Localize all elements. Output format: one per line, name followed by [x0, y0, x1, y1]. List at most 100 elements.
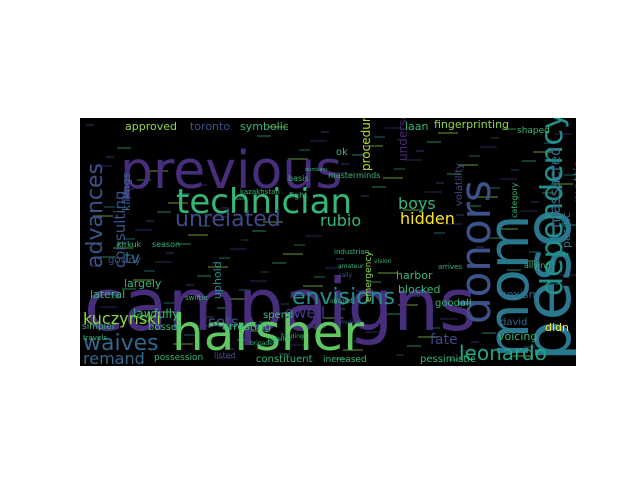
filler-mark	[529, 251, 540, 253]
filler-mark	[376, 322, 384, 324]
filler-mark	[518, 260, 538, 262]
cloud-word: previous	[120, 141, 342, 201]
filler-mark	[115, 197, 132, 199]
cloud-word: killings	[120, 172, 133, 211]
filler-mark	[100, 306, 117, 308]
cloud-word: tv	[125, 249, 140, 267]
filler-mark	[126, 188, 134, 190]
filler-mark	[522, 160, 536, 162]
cloud-word: emergency	[364, 251, 374, 302]
filler-mark	[164, 302, 175, 304]
cloud-word: pipeline	[268, 336, 292, 343]
filler-mark	[564, 174, 575, 176]
cloud-word: kuczynski	[83, 309, 161, 328]
filler-mark	[334, 308, 345, 310]
filler-mark	[248, 330, 268, 332]
cloud-word: allying	[524, 261, 550, 270]
filler-mark	[188, 234, 208, 236]
filler-mark	[425, 191, 442, 193]
filler-mark	[186, 284, 194, 286]
cloud-word: peso	[512, 209, 576, 362]
cloud-word: obliged	[330, 298, 352, 305]
filler-mark	[157, 211, 171, 213]
cloud-word: amateur	[338, 263, 364, 270]
cloud-word: leonardo	[459, 341, 547, 365]
filler-mark	[292, 294, 306, 296]
filler-mark	[281, 303, 289, 305]
filler-mark	[387, 313, 401, 315]
cloud-word: hidden	[400, 209, 455, 228]
filler-mark	[219, 257, 230, 259]
filler-mark	[93, 215, 113, 217]
cloud-word: procedure	[359, 118, 373, 171]
filler-mark	[184, 334, 195, 336]
cloud-word: uphold	[211, 261, 224, 299]
filler-mark	[290, 344, 307, 346]
filler-mark	[239, 289, 250, 291]
filler-mark	[206, 316, 214, 318]
cloud-word: category	[510, 182, 519, 218]
cloud-word: kazakhstan	[240, 188, 280, 196]
filler-mark	[270, 312, 287, 314]
filler-mark	[372, 186, 386, 188]
cloud-word: unrelated	[175, 207, 281, 232]
cloud-word: arresting	[222, 320, 271, 333]
cloud-word: season	[152, 240, 180, 249]
filler-mark	[356, 290, 364, 292]
cloud-word: toronto	[190, 120, 230, 133]
filler-mark	[533, 151, 553, 153]
cloud-word: fingerprinting	[434, 118, 509, 131]
filler-mark	[86, 124, 94, 126]
filler-mark	[491, 137, 499, 139]
filler-mark	[137, 179, 151, 181]
filler-mark	[259, 321, 270, 323]
filler-mark	[228, 298, 248, 300]
filler-mark	[374, 136, 385, 138]
cloud-word: gowdy	[108, 255, 141, 266]
cloud-word: possession	[154, 353, 203, 363]
cloud-word: mom	[477, 215, 542, 358]
cloud-word: spend	[263, 310, 293, 321]
cloud-word: goodall	[435, 298, 472, 309]
filler-mark	[507, 269, 521, 271]
filler-mark	[560, 274, 576, 276]
filler-mark	[513, 355, 533, 357]
filler-mark	[482, 332, 496, 334]
cloud-word: symbolic	[240, 120, 289, 133]
cloud-word: simpler	[82, 322, 116, 332]
filler-mark	[469, 155, 480, 157]
cloud-word: consulting	[111, 191, 129, 269]
filler-mark	[312, 326, 326, 328]
filler-mark	[263, 221, 283, 223]
cloud-word: undersecretary	[396, 118, 410, 161]
cloud-word: laan	[405, 120, 429, 133]
cloud-word: swiftie	[185, 294, 208, 302]
filler-mark	[447, 173, 461, 175]
filler-mark	[250, 280, 267, 282]
cloud-word: largely	[124, 277, 162, 290]
filler-mark	[332, 358, 346, 360]
filler-mark	[467, 205, 481, 207]
cloud-word: waives	[83, 331, 159, 356]
filler-mark	[323, 317, 343, 319]
cloud-word: bosses	[148, 322, 182, 333]
cloud-word: rubio	[320, 211, 361, 230]
filler-mark	[91, 265, 99, 267]
cloud-word: harbor	[396, 269, 433, 282]
filler-mark	[378, 272, 398, 274]
filler-mark	[438, 132, 458, 134]
filler-mark	[208, 266, 228, 268]
cloud-word: increased	[323, 355, 367, 365]
cloud-word: campaigns	[84, 263, 477, 347]
filler-mark	[133, 279, 153, 281]
cloud-word: brigades	[250, 340, 276, 347]
filler-mark	[215, 357, 232, 359]
filler-mark	[502, 128, 516, 130]
cloud-word: mulled	[340, 319, 361, 326]
cloud-word: david	[500, 317, 528, 328]
cloud-word: advances	[83, 163, 108, 268]
filler-mark	[345, 299, 362, 301]
filler-mark	[555, 133, 572, 135]
filler-mark	[226, 348, 234, 350]
